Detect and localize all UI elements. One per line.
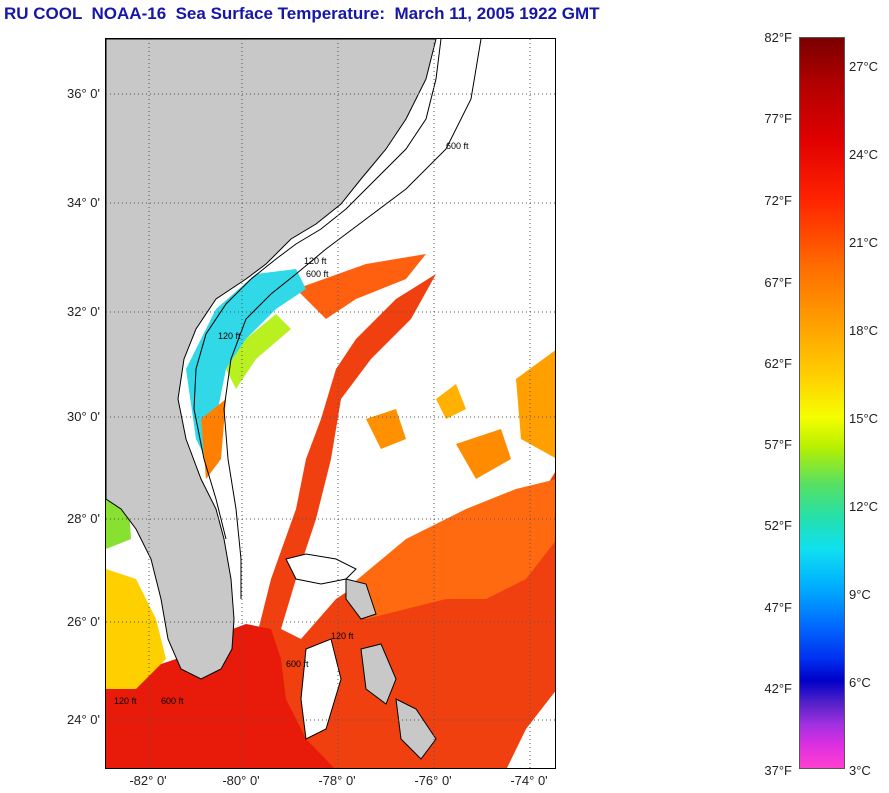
orange-patch <box>456 429 511 479</box>
shelf-water-green <box>226 314 291 389</box>
shelf-water-orange <box>201 399 226 479</box>
lat-tick-32: 32° 0' <box>67 304 100 319</box>
map-title: RU COOL NOAA-16 Sea Surface Temperature:… <box>4 4 600 23</box>
orange-patch-east <box>516 350 555 458</box>
lat-tick-36: 36° 0' <box>67 86 100 101</box>
lon-tick-76: -76° 0' <box>414 773 452 788</box>
lon-tick-74: -74° 0' <box>510 773 548 788</box>
temperature-colorbar <box>799 37 845 769</box>
andros-bank <box>300 638 342 740</box>
bahama-island <box>345 578 377 620</box>
lat-tick-30: 30° 0' <box>67 409 100 424</box>
colorbar-c-label: 6°C <box>849 675 871 690</box>
contour-600ft <box>223 39 482 599</box>
grand-bahama-bank <box>285 553 357 585</box>
contour-label: 120 ft <box>304 256 327 266</box>
colorbar-f-label: 67°F <box>764 275 792 290</box>
colorbar-c-label: 3°C <box>849 763 871 778</box>
colorbar-f-label: 37°F <box>764 763 792 778</box>
colorbar-f-label: 72°F <box>764 193 792 208</box>
colorbar-f-label: 62°F <box>764 356 792 371</box>
contour-label: 600 ft <box>286 659 309 669</box>
bahama-island <box>395 698 437 760</box>
contour-label: 600 ft <box>306 269 329 279</box>
florida-straits-water <box>106 624 335 768</box>
colorbar-f-label: 52°F <box>764 518 792 533</box>
contour-label: 120 ft <box>114 696 137 706</box>
lat-tick-28: 28° 0' <box>67 511 100 526</box>
lon-tick-82: -82° 0' <box>129 773 167 788</box>
gulf-stream-north <box>296 254 426 319</box>
lon-tick-80: -80° 0' <box>222 773 260 788</box>
colorbar-c-label: 15°C <box>849 411 879 426</box>
lat-tick-24: 24° 0' <box>67 712 100 727</box>
contour-label: 120 ft <box>331 631 354 641</box>
colorbar-c-label: 24°C <box>849 147 879 162</box>
warm-water-region <box>216 274 555 768</box>
orange-patch <box>436 384 466 419</box>
land-mass <box>106 39 437 680</box>
colorbar-c-label: 18°C <box>849 323 879 338</box>
contour-120ft <box>193 39 442 540</box>
lat-tick-26: 26° 0' <box>67 614 100 629</box>
sst-map-graphic: 120 ft 600 ft 120 ft 600 ft 120 ft 600 f… <box>106 39 555 768</box>
colorbar-f-label: 77°F <box>764 111 792 126</box>
lat-tick-34: 34° 0' <box>67 195 100 210</box>
colorbar-c-label: 27°C <box>849 59 879 74</box>
colorbar-f-label: 47°F <box>764 600 792 615</box>
colorbar-c-label: 21°C <box>849 235 879 250</box>
contour-label: 600 ft <box>446 141 469 151</box>
colorbar-c-label: 12°C <box>849 499 879 514</box>
colorbar-f-label: 57°F <box>764 437 792 452</box>
contour-label: 120 ft <box>218 331 241 341</box>
bahama-island <box>360 643 397 705</box>
sst-map: 120 ft 600 ft 120 ft 600 ft 120 ft 600 f… <box>105 38 556 769</box>
colorbar-c-label: 9°C <box>849 587 871 602</box>
orange-patch <box>366 409 406 449</box>
contour-label: 600 ft <box>161 696 184 706</box>
colorbar-f-label: 42°F <box>764 681 792 696</box>
lon-tick-78: -78° 0' <box>318 773 356 788</box>
west-florida-shelf <box>106 569 166 689</box>
colorbar-f-label: 82°F <box>764 30 792 45</box>
offshore-orange-water <box>346 479 555 619</box>
